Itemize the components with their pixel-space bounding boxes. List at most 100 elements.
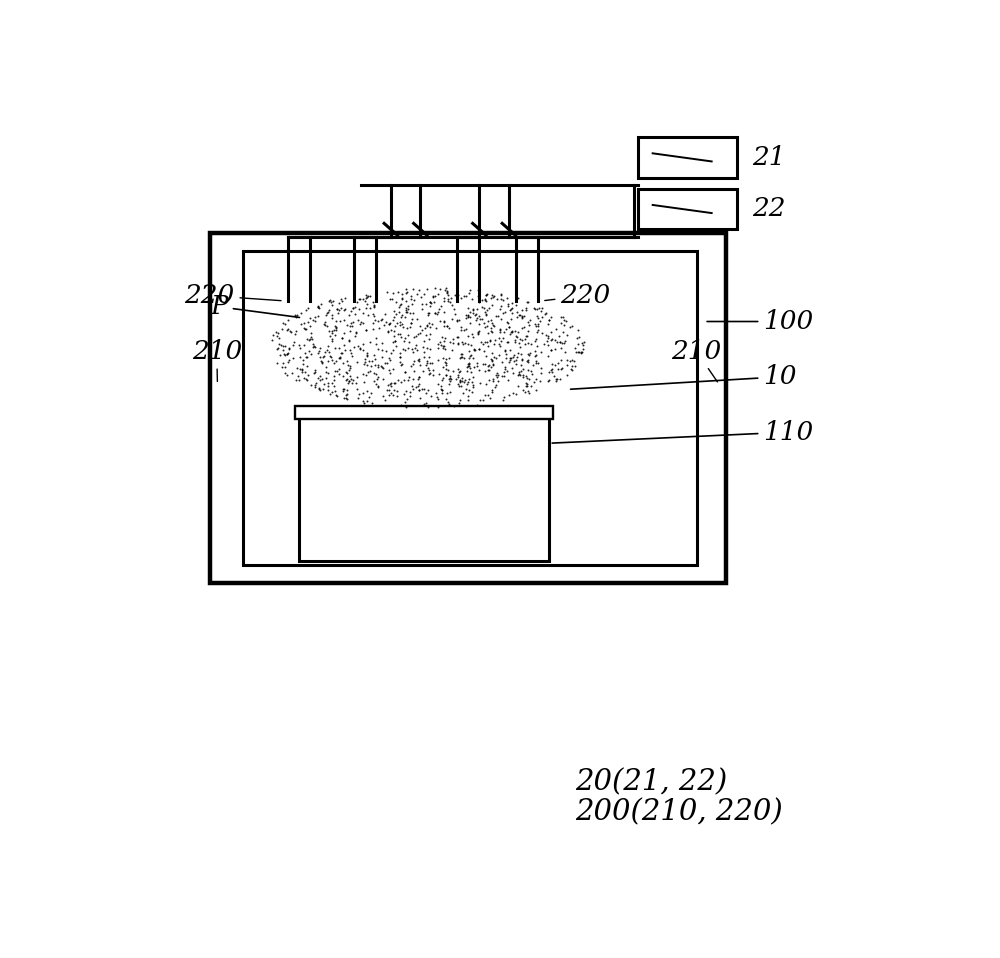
Point	[320, 382, 336, 398]
Point	[562, 320, 578, 335]
Point	[456, 374, 472, 389]
Point	[331, 361, 347, 376]
Point	[377, 307, 393, 322]
Point	[285, 351, 301, 366]
Point	[528, 382, 544, 398]
Point	[575, 338, 591, 354]
Text: 220: 220	[545, 284, 611, 308]
Point	[512, 340, 528, 355]
Point	[504, 360, 520, 376]
Point	[461, 351, 477, 366]
Point	[536, 336, 552, 352]
Point	[472, 392, 488, 407]
Point	[385, 312, 401, 328]
Point	[490, 368, 506, 383]
Point	[571, 345, 587, 360]
Point	[265, 328, 281, 343]
Point	[430, 376, 446, 392]
Point	[405, 356, 421, 372]
Point	[311, 343, 327, 358]
Point	[428, 385, 444, 400]
Point	[499, 334, 515, 350]
Point	[497, 361, 513, 376]
Point	[506, 354, 522, 369]
Point	[366, 298, 382, 313]
Point	[320, 354, 336, 369]
Point	[543, 362, 559, 377]
Point	[385, 387, 401, 402]
Point	[323, 350, 339, 365]
Point	[299, 349, 315, 364]
Point	[331, 303, 347, 318]
Point	[477, 356, 493, 372]
Point	[408, 337, 424, 353]
Point	[522, 312, 538, 328]
Point	[419, 317, 435, 332]
Point	[458, 310, 474, 326]
Point	[430, 399, 446, 415]
Point	[350, 338, 366, 354]
Point	[512, 367, 528, 382]
Point	[335, 381, 351, 397]
Point	[352, 291, 368, 307]
Point	[410, 353, 426, 368]
Point	[461, 356, 477, 372]
Point	[500, 334, 516, 350]
Point	[442, 369, 458, 384]
Point	[496, 324, 512, 339]
Point	[399, 320, 415, 335]
Point	[422, 341, 438, 356]
Point	[453, 319, 469, 334]
Point	[373, 312, 389, 328]
Point	[460, 308, 476, 323]
Point	[452, 373, 468, 388]
Point	[389, 389, 405, 404]
Point	[570, 322, 586, 337]
Point	[291, 373, 307, 388]
Point	[322, 292, 338, 308]
Point	[324, 325, 340, 340]
Point	[403, 358, 419, 374]
Point	[439, 385, 455, 400]
Point	[528, 348, 544, 363]
Point	[337, 342, 353, 357]
Point	[310, 370, 326, 385]
Point	[405, 372, 421, 387]
Point	[387, 333, 403, 349]
Point	[343, 345, 359, 360]
Point	[358, 290, 374, 306]
Point	[520, 323, 536, 338]
Point	[484, 382, 500, 398]
Point	[313, 354, 329, 369]
Point	[440, 291, 456, 307]
Point	[352, 341, 368, 356]
Point	[462, 283, 478, 298]
Point	[573, 345, 589, 360]
Point	[323, 294, 339, 309]
Point	[350, 313, 366, 329]
Point	[520, 362, 536, 377]
Point	[462, 309, 478, 325]
Point	[298, 372, 314, 387]
Point	[361, 354, 377, 369]
Point	[462, 360, 478, 376]
Point	[298, 350, 314, 365]
Point	[487, 379, 503, 395]
Point	[438, 367, 454, 382]
Point	[401, 369, 417, 384]
Point	[405, 281, 421, 296]
Point	[553, 361, 569, 376]
Point	[348, 325, 364, 340]
Point	[395, 320, 411, 335]
Point	[393, 374, 409, 389]
Point	[418, 357, 434, 373]
Point	[314, 372, 330, 387]
Point	[365, 307, 381, 322]
Point	[507, 334, 523, 350]
Point	[452, 375, 468, 390]
Point	[511, 335, 527, 351]
Point	[508, 297, 524, 312]
Point	[576, 334, 592, 350]
Point	[383, 346, 399, 361]
Point	[322, 329, 338, 344]
